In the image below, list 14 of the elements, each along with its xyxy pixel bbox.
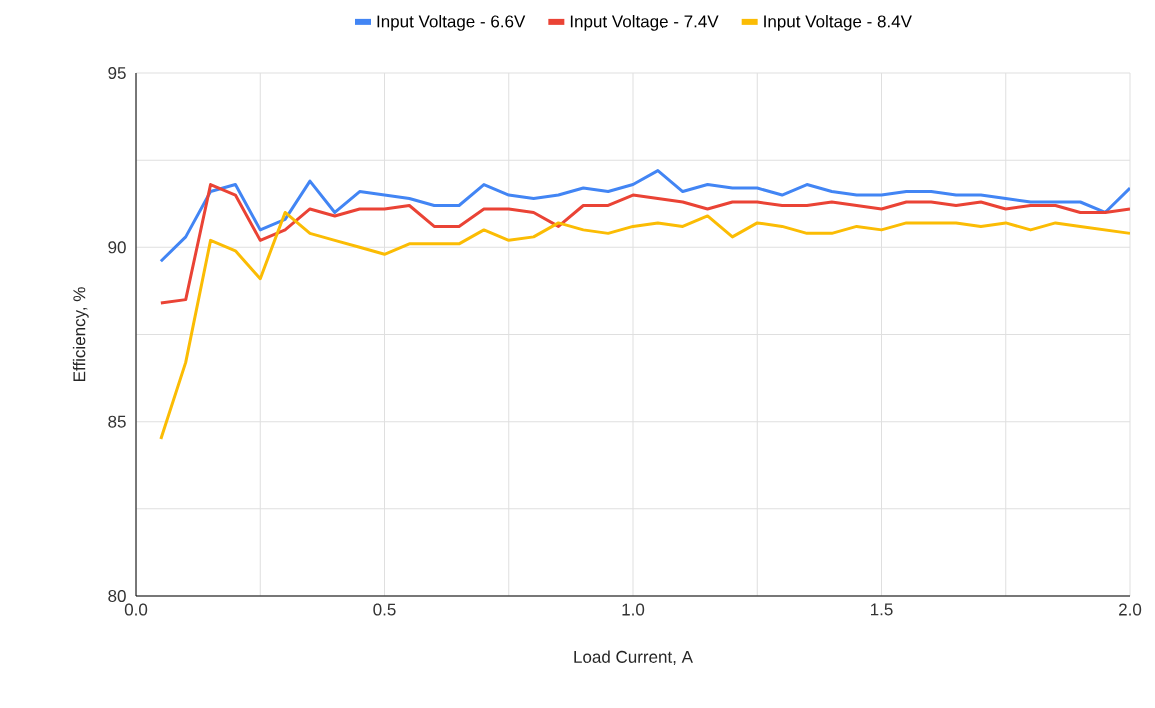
y-tick-label: 95 <box>108 66 126 80</box>
y-tick-label: 85 <box>108 415 126 428</box>
x-tick-label: 0.5 <box>373 603 396 616</box>
y-tick-label: 90 <box>108 241 126 254</box>
x-tick-label: 0.0 <box>124 603 148 616</box>
x-tick-label: 1.5 <box>870 603 893 616</box>
x-tick-label: 1.0 <box>622 603 645 616</box>
legend-label: Input Voltage - 8.4V <box>764 14 912 31</box>
y-tick-label: 80 <box>108 589 126 603</box>
x-tick-label: 2.0 <box>1119 603 1142 616</box>
x-axis-title: Load Current, A <box>574 650 693 665</box>
legend-label: Input Voltage - 7.4V <box>570 14 719 31</box>
legend-label: Input Voltage - 6.6V <box>377 14 526 31</box>
y-axis-title: Efficiency, % <box>72 287 89 381</box>
